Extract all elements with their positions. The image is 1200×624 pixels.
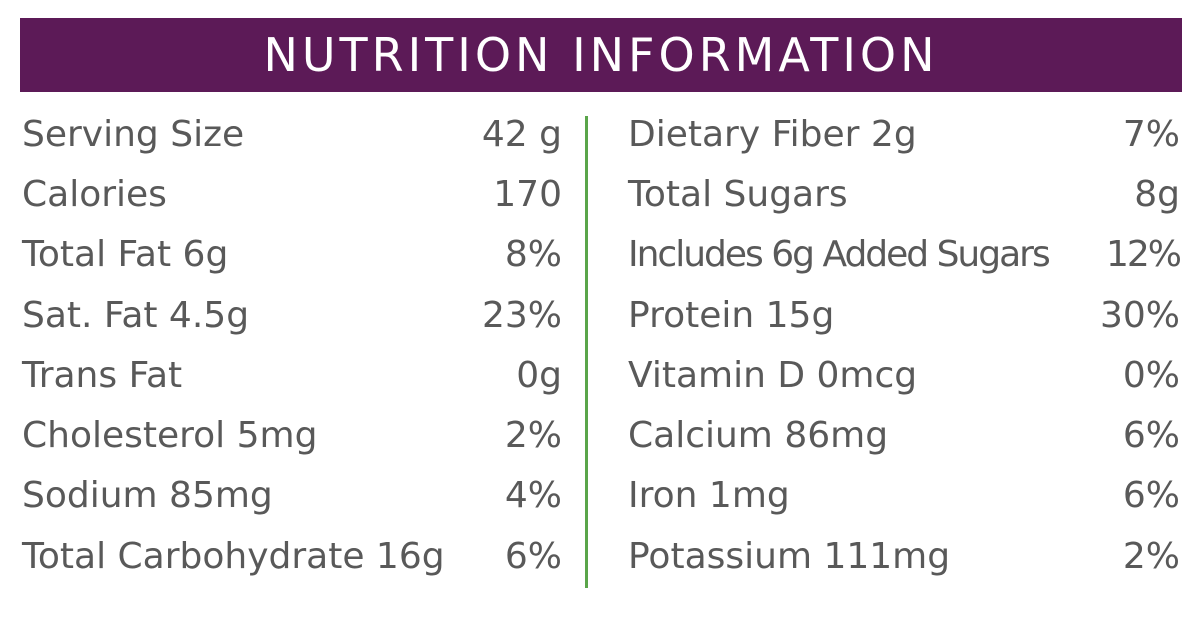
nutrient-value: 0%: [1122, 354, 1180, 396]
column-divider: [585, 116, 588, 588]
nutrient-label: Includes 6g Added Sugars: [628, 234, 1051, 276]
nutrient-row-total-carbohydrate: Total Carbohydrate 16g 6%: [22, 526, 562, 586]
nutrient-value: 170: [493, 173, 562, 215]
nutrient-row-calcium: Calcium 86mg 6%: [628, 405, 1180, 465]
nutrient-label: Cholesterol 5mg: [22, 415, 318, 457]
nutrient-value: 2%: [504, 415, 562, 457]
nutrient-row-total-fat: Total Fat 6g 8%: [22, 225, 562, 285]
nutrient-value: 4%: [504, 475, 562, 517]
nutrient-label: Dietary Fiber 2g: [628, 113, 917, 155]
nutrient-value: 6%: [1122, 415, 1180, 457]
nutrient-label: Total Sugars: [628, 173, 848, 215]
nutrient-label: Sodium 85mg: [22, 475, 273, 517]
nutrient-row-potassium: Potassium 111mg 2%: [628, 526, 1180, 586]
nutrient-label: Calories: [22, 173, 167, 215]
nutrient-label: Serving Size: [22, 113, 245, 155]
nutrient-value: 23%: [481, 294, 562, 336]
nutrient-value: 0g: [516, 354, 562, 396]
nutrient-value: 12%: [1105, 234, 1182, 276]
nutrient-row-trans-fat: Trans Fat 0g: [22, 345, 562, 405]
nutrient-value: 6%: [504, 535, 562, 577]
nutrient-row-sat-fat: Sat. Fat 4.5g 23%: [22, 285, 562, 345]
nutrient-label: Total Fat 6g: [22, 234, 229, 276]
nutrient-value: 8%: [504, 234, 562, 276]
nutrient-row-total-sugars: Total Sugars 8g: [628, 164, 1180, 224]
nutrient-value: 2%: [1122, 535, 1180, 577]
nutrient-row-sodium: Sodium 85mg 4%: [22, 466, 562, 526]
nutrient-label: Trans Fat: [22, 354, 183, 396]
nutrient-label: Sat. Fat 4.5g: [22, 294, 250, 336]
nutrient-value: 6%: [1122, 475, 1180, 517]
nutrient-row-calories: Calories 170: [22, 164, 562, 224]
nutrient-value: 8g: [1134, 173, 1180, 215]
nutrient-label: Potassium 111mg: [628, 535, 951, 577]
nutrient-row-dietary-fiber: Dietary Fiber 2g 7%: [628, 104, 1180, 164]
nutrient-row-serving-size: Serving Size 42 g: [22, 104, 562, 164]
nutrient-row-cholesterol: Cholesterol 5mg 2%: [22, 405, 562, 465]
nutrient-column-left: Serving Size 42 g Calories 170 Total Fat…: [22, 104, 562, 586]
nutrient-row-iron: Iron 1mg 6%: [628, 466, 1180, 526]
nutrient-column-right: Dietary Fiber 2g 7% Total Sugars 8g Incl…: [628, 104, 1182, 586]
nutrient-value: 30%: [1099, 294, 1180, 336]
nutrient-row-vitamin-d: Vitamin D 0mcg 0%: [628, 345, 1180, 405]
page-title: NUTRITION INFORMATION: [263, 28, 939, 82]
nutrient-label: Protein 15g: [628, 294, 835, 336]
nutrient-row-added-sugars: Includes 6g Added Sugars 12%: [628, 225, 1182, 285]
nutrient-label: Calcium 86mg: [628, 415, 889, 457]
nutrient-label: Vitamin D 0mcg: [628, 354, 918, 396]
title-banner: NUTRITION INFORMATION: [20, 18, 1182, 92]
nutrient-label: Iron 1mg: [628, 475, 790, 517]
nutrient-value: 7%: [1122, 113, 1180, 155]
nutrient-label: Total Carbohydrate 16g: [22, 535, 445, 577]
nutrient-row-protein: Protein 15g 30%: [628, 285, 1180, 345]
nutrient-value: 42 g: [481, 113, 562, 155]
